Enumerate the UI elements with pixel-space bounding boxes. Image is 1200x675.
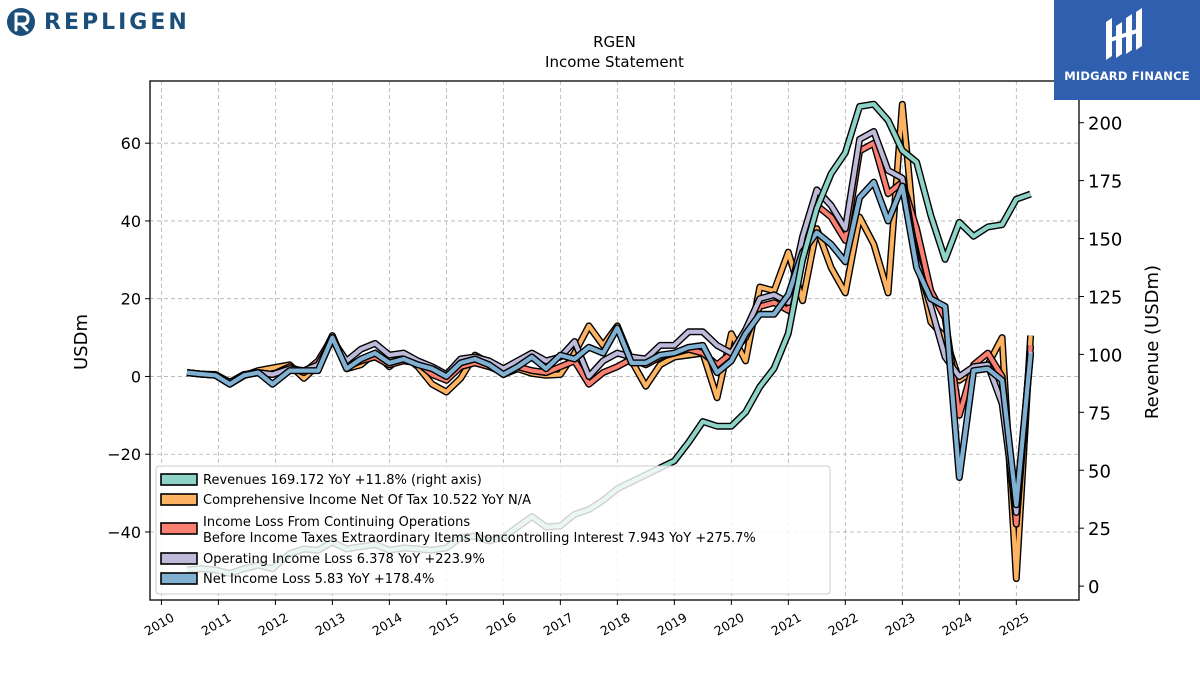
- y-tick-label-left: −40: [107, 523, 141, 542]
- y-axis-label-left: USDm: [71, 314, 92, 370]
- legend-label-pretax-line2: Before Income Taxes Extraordinary Items …: [203, 531, 756, 546]
- x-tick-label: 2022: [826, 610, 861, 639]
- y-tick-label-right: 100: [1088, 345, 1122, 366]
- midgard-wordmark: MIDGARD FINANCE: [1064, 69, 1190, 83]
- legend-swatch-comprehensive: [160, 493, 198, 506]
- chart-title: RGEN: [593, 33, 636, 51]
- x-tick-label: 2021: [769, 610, 804, 639]
- midgard-mark-icon: [1106, 8, 1142, 60]
- x-tick-label: 2011: [199, 610, 234, 639]
- x-tick-label: 2024: [940, 610, 975, 639]
- y-tick-label-right: 75: [1088, 403, 1111, 424]
- y-tick-label-right: 125: [1088, 287, 1122, 308]
- x-tick-label: 2019: [655, 610, 690, 639]
- x-tick-label: 2023: [883, 610, 918, 639]
- y-tick-label-right: 50: [1088, 461, 1111, 482]
- x-tick-label: 2015: [427, 610, 462, 639]
- x-tick-label: 2010: [142, 610, 177, 639]
- x-tick-label: 2018: [598, 610, 633, 639]
- series-line-net: [186, 180, 1033, 507]
- left-axis-ticks: −40 −20 0 20 40 60: [107, 134, 150, 542]
- y-tick-label-left: 40: [121, 212, 141, 231]
- x-tick-label: 2014: [370, 610, 405, 639]
- x-tick-label: 2025: [997, 610, 1032, 639]
- legend-label-revenues: Revenues 169.172 YoY +11.8% (right axis): [203, 473, 482, 488]
- repligen-mark-icon: [7, 8, 35, 36]
- legend-frame: [155, 465, 831, 595]
- x-tick-label: 2016: [484, 610, 519, 639]
- legend-swatch-operating: [160, 552, 198, 565]
- legend-label-net: Net Income Loss 5.83 YoY +178.4%: [203, 572, 434, 587]
- right-axis-ticks: 0 25 50 75 100 125 150 175 200: [1079, 114, 1122, 598]
- x-axis-ticks: 2010 2011 2012 2013 2014 2015 2016 2017 2018 2019…: [142, 600, 1032, 639]
- y-tick-label-right: 175: [1088, 172, 1122, 193]
- x-tick-label: 2012: [256, 610, 291, 639]
- midgard-finance-logo: MIDGARD FINANCE: [1054, 0, 1200, 100]
- y-tick-label-right: 150: [1088, 230, 1122, 251]
- x-tick-label: 2020: [712, 610, 747, 639]
- y-tick-label-left: 60: [121, 134, 141, 153]
- y-tick-label-right: 0: [1088, 577, 1099, 598]
- legend-label-pretax-line1: Income Loss From Continuing Operations: [203, 515, 470, 530]
- y-tick-label-left: 0: [131, 367, 141, 386]
- y-axis-label-right: Revenue (USDm): [1142, 265, 1163, 419]
- y-tick-label-left: 20: [121, 290, 141, 309]
- legend-label-comprehensive: Comprehensive Income Net Of Tax 10.522 Y…: [203, 493, 531, 508]
- x-tick-label: 2017: [541, 610, 576, 639]
- legend-label-operating: Operating Income Loss 6.378 YoY +223.9%: [203, 552, 485, 567]
- legend-swatch-revenues: [160, 473, 198, 486]
- repligen-wordmark: REPLIGEN: [44, 9, 190, 35]
- legend-swatch-pretax: [160, 522, 198, 535]
- y-tick-label-left: −20: [107, 445, 141, 464]
- x-tick-label: 2013: [313, 610, 348, 639]
- legend: Revenues 169.172 YoY +11.8% (right axis)…: [155, 465, 831, 595]
- y-tick-label-right: 200: [1088, 114, 1122, 135]
- legend-swatch-net: [160, 572, 198, 585]
- plot-frame: [149, 80, 1080, 601]
- chart-subtitle: Income Statement: [545, 53, 684, 71]
- y-tick-label-right: 25: [1088, 519, 1111, 540]
- repligen-logo: REPLIGEN: [6, 4, 190, 40]
